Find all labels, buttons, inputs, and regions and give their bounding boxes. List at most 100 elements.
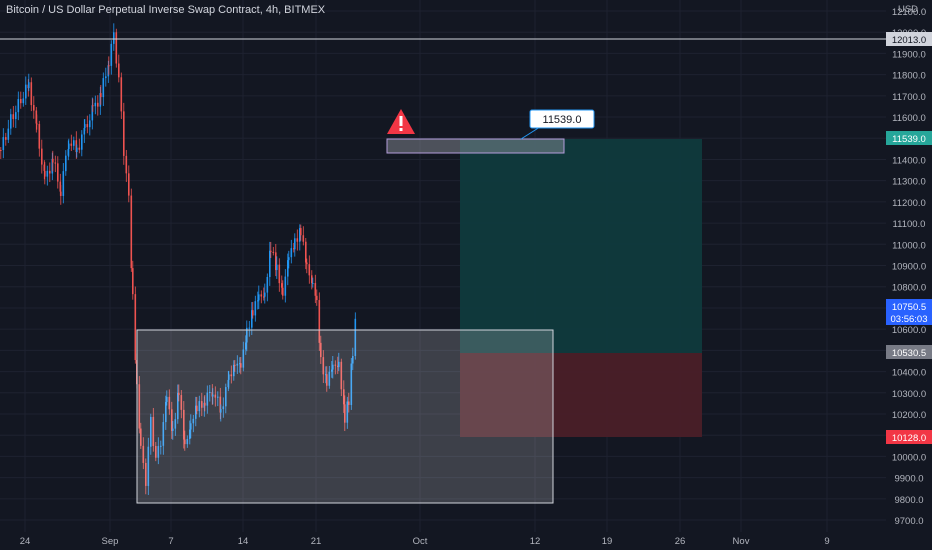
candle-body xyxy=(130,195,133,269)
candle-body xyxy=(15,112,17,120)
candle-body xyxy=(306,262,308,265)
candle-body xyxy=(110,43,113,66)
candle-body xyxy=(325,374,327,376)
time-tick-label: 14 xyxy=(238,536,249,547)
candle-body xyxy=(41,148,43,165)
price-tick-label: 11200.0 xyxy=(892,198,926,209)
candle-body xyxy=(316,295,318,301)
warning-icon xyxy=(387,109,415,134)
candle-body xyxy=(236,363,239,366)
currency-label: USD xyxy=(898,4,918,15)
price-tick-label: 10400.0 xyxy=(892,368,926,379)
candle-body xyxy=(132,268,134,295)
candle-body xyxy=(258,294,260,301)
candle-body xyxy=(105,76,107,79)
candle-body xyxy=(312,283,314,285)
candle-body xyxy=(155,445,157,458)
price-axis[interactable]: USD 12100.012000.011900.011800.011700.01… xyxy=(892,4,926,527)
stop-zone[interactable] xyxy=(460,353,702,437)
candle-body xyxy=(240,363,242,368)
candle-body xyxy=(254,301,257,316)
price-tick-label: 12100.0 xyxy=(892,7,926,18)
candle-body xyxy=(311,275,313,284)
candle-body xyxy=(108,65,110,67)
candle-body xyxy=(150,416,152,447)
candle-body xyxy=(89,120,91,128)
candle-body xyxy=(145,462,147,486)
candle-body xyxy=(78,147,81,150)
candle-body xyxy=(70,143,73,146)
candle-body xyxy=(260,294,263,297)
candle-body xyxy=(184,439,186,445)
current-price-tag: 10750.5 03:56:03 xyxy=(886,299,932,325)
candle-body xyxy=(346,401,349,423)
candle-body xyxy=(75,140,78,153)
price-tick-label: 11100.0 xyxy=(893,219,926,230)
entry-price-tag: 10530.5 xyxy=(886,345,932,359)
candle-body xyxy=(140,428,142,446)
candle-body xyxy=(230,374,233,377)
candle-body xyxy=(138,384,141,429)
candle-body xyxy=(189,429,191,439)
candle-body xyxy=(142,445,145,463)
candle-body xyxy=(65,155,67,172)
candle-body xyxy=(177,392,179,420)
candle-body xyxy=(344,404,346,423)
candle-body xyxy=(332,364,334,370)
candle-body xyxy=(192,418,195,424)
price-tick-label: 9700.0 xyxy=(894,516,923,527)
candle-body xyxy=(94,102,97,107)
time-axis[interactable]: 24 Sep 7 14 21 Oct 12 19 26 Nov 9 xyxy=(20,536,830,547)
candle-body xyxy=(147,446,150,486)
callout-text: 11539.0 xyxy=(543,114,582,126)
candle-body xyxy=(204,402,206,406)
price-tick-label: 9900.0 xyxy=(894,474,923,485)
time-tick-label: 24 xyxy=(20,536,31,547)
candle-body xyxy=(340,361,343,390)
svg-text:12013.0: 12013.0 xyxy=(892,35,926,46)
range-box[interactable] xyxy=(136,329,554,504)
resistance-box[interactable] xyxy=(386,138,565,154)
candle-body xyxy=(266,277,269,293)
candle-body xyxy=(35,110,38,124)
candle-body xyxy=(125,155,128,174)
price-candles[interactable] xyxy=(0,23,357,495)
svg-text:10530.5: 10530.5 xyxy=(892,348,926,359)
candle-body xyxy=(165,401,167,423)
candle-body xyxy=(206,392,209,406)
candle-body xyxy=(302,235,305,242)
candle-body xyxy=(10,114,12,129)
candle-body xyxy=(2,137,5,150)
candle-body xyxy=(348,401,350,405)
price-tick-label: 9800.0 xyxy=(894,495,923,506)
candle-body xyxy=(214,394,217,398)
candle-body xyxy=(201,401,203,408)
candle-body xyxy=(73,140,75,146)
candle-body xyxy=(219,396,222,413)
candle-body xyxy=(68,143,70,150)
time-tick-label: 9 xyxy=(824,536,829,547)
candle-body xyxy=(36,123,38,125)
candle-body xyxy=(178,392,180,396)
candle-body xyxy=(118,63,120,78)
candle-body xyxy=(338,361,340,368)
candle-body xyxy=(92,105,94,107)
time-tick-label: Nov xyxy=(733,536,750,547)
target-zone[interactable] xyxy=(460,139,702,353)
time-tick-label: 12 xyxy=(530,536,541,547)
candle-body xyxy=(196,405,198,412)
candle-body xyxy=(352,355,354,364)
price-tick-label: 10200.0 xyxy=(892,410,926,421)
time-tick-label: 26 xyxy=(675,536,686,547)
candle-body xyxy=(269,250,271,278)
candle-body xyxy=(320,342,322,358)
candle-body xyxy=(5,137,7,140)
candle-body xyxy=(52,158,54,163)
candle-body xyxy=(343,389,345,405)
candle-body xyxy=(102,78,105,98)
candle-body xyxy=(242,349,245,368)
candle-body xyxy=(152,416,155,446)
price-callout[interactable]: 11539.0 xyxy=(520,109,595,140)
candle-body xyxy=(0,150,2,151)
